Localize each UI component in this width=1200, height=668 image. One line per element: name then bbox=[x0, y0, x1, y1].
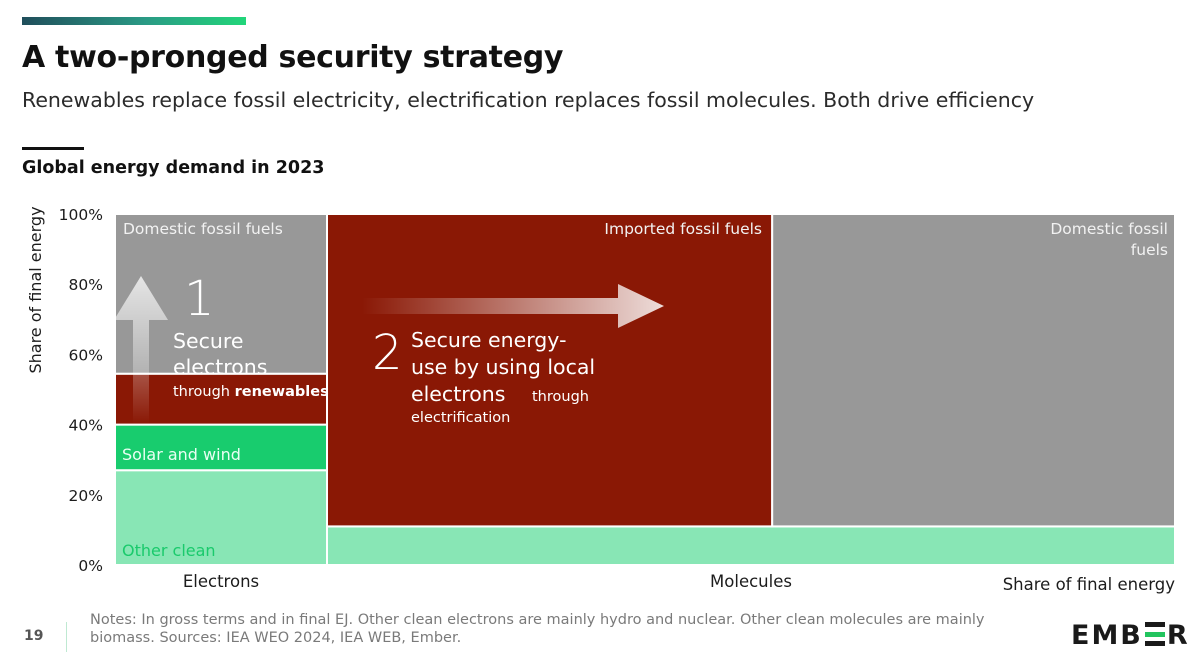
annotation-1-number: 1 bbox=[184, 271, 215, 327]
block-molecules-1 bbox=[326, 213, 774, 528]
x-label-molecules: Molecules bbox=[710, 572, 792, 591]
block-molecules-2 bbox=[771, 213, 1176, 528]
annotation-1-line1: Secure bbox=[173, 329, 243, 353]
block-electrons-2 bbox=[114, 372, 328, 426]
annotation-2-line4: electrification bbox=[411, 410, 510, 426]
up-arrow-icon bbox=[114, 276, 168, 424]
label-other-clean: Other clean bbox=[122, 541, 216, 560]
page-title: A two-pronged security strategy bbox=[22, 40, 564, 75]
annotation-2-number: 2 bbox=[372, 325, 403, 381]
y-tick-label: 0% bbox=[78, 557, 103, 575]
label-domestic-fossil-molecules-1: Domestic fossil bbox=[1050, 220, 1168, 238]
block-molecules-0 bbox=[326, 525, 1176, 567]
x-label-electrons: Electrons bbox=[183, 572, 259, 591]
y-axis-label: Share of final energy bbox=[26, 206, 45, 373]
y-tick-label: 80% bbox=[69, 276, 103, 294]
chart-title: Global energy demand in 2023 bbox=[22, 158, 325, 178]
logo-text-right: R bbox=[1166, 620, 1190, 651]
right-arrow-icon bbox=[362, 284, 664, 328]
section-divider bbox=[22, 147, 84, 150]
logo-text-left: EMB bbox=[1071, 620, 1143, 651]
annotation-1-line3: through renewables bbox=[173, 384, 329, 400]
annotation-2-line2: use by using local bbox=[411, 355, 595, 379]
block-electrons-0 bbox=[114, 469, 328, 567]
page-number: 19 bbox=[24, 628, 44, 644]
label-domestic-fossil-electrons: Domestic fossil fuels bbox=[123, 220, 283, 238]
footer-divider bbox=[66, 622, 67, 652]
page-subtitle: Renewables replace fossil electricity, e… bbox=[22, 88, 1035, 112]
annotation-2-through: through bbox=[532, 389, 589, 405]
ember-logo: EMB R bbox=[1071, 620, 1190, 651]
label-imported-fossil: Imported fossil fuels bbox=[604, 220, 762, 238]
y-axis-ticks: 0% 20% 40% 60% 80% 100% bbox=[59, 206, 103, 575]
y-tick-label: 60% bbox=[69, 346, 103, 364]
annotation-1-line2: electrons bbox=[173, 355, 267, 379]
label-solar-wind: Solar and wind bbox=[122, 445, 241, 464]
y-tick-label: 100% bbox=[59, 206, 103, 224]
y-tick-label: 20% bbox=[69, 487, 103, 505]
footnotes: Notes: In gross terms and in final EJ. O… bbox=[90, 612, 985, 646]
y-tick-label: 40% bbox=[69, 417, 103, 435]
logo-e-icon bbox=[1144, 622, 1165, 646]
annotation-2-line3: electrons bbox=[411, 382, 505, 406]
annotation-1-emph: renewables bbox=[235, 384, 329, 400]
annotation-2-line1: Secure energy- bbox=[411, 328, 566, 352]
top-accent-bar bbox=[22, 17, 246, 25]
annotation-1-through: through bbox=[173, 384, 235, 400]
label-domestic-fossil-molecules-2: fuels bbox=[1131, 241, 1168, 259]
x-axis-label: Share of final energy bbox=[1003, 575, 1176, 594]
